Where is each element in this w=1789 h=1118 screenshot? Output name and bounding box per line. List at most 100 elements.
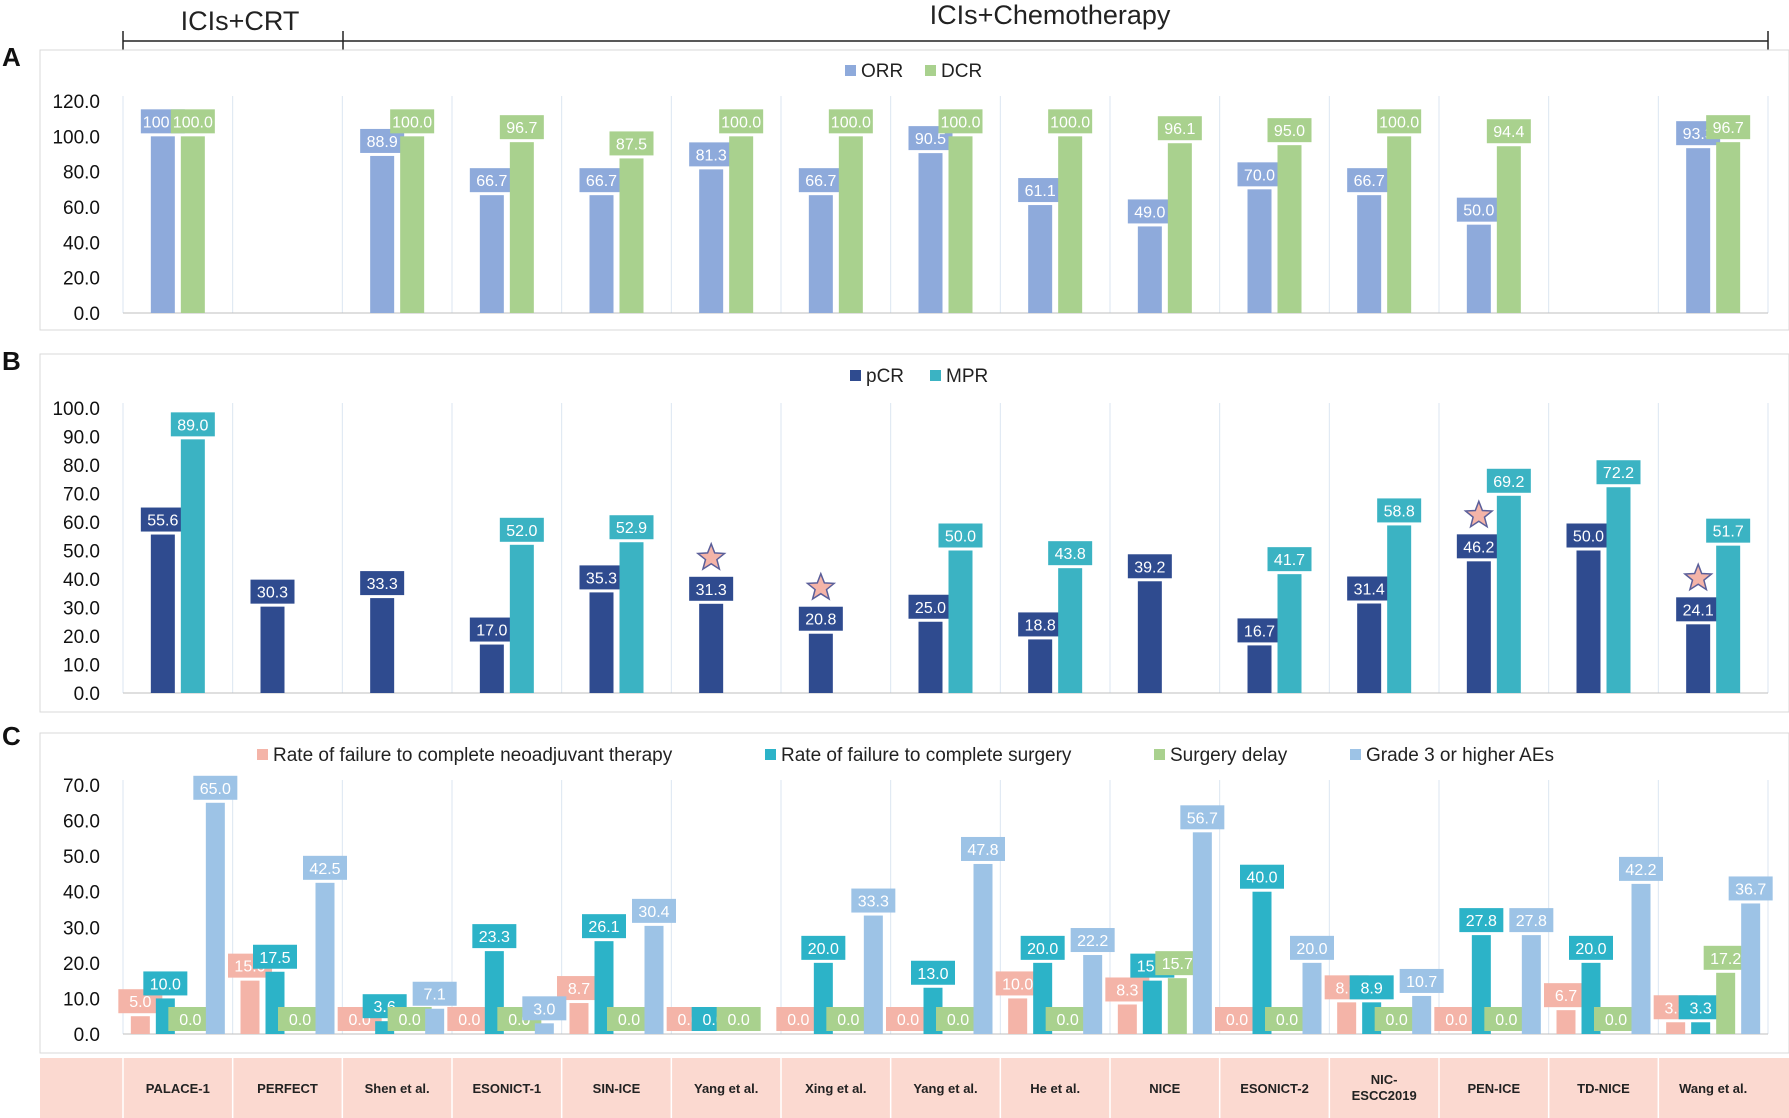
value-label: 66.7 bbox=[476, 173, 507, 190]
value-label-bg bbox=[1215, 1007, 1259, 1031]
value-label: 65.0 bbox=[200, 781, 231, 798]
bar-a bbox=[699, 169, 724, 313]
value-label-bg bbox=[168, 1007, 213, 1031]
value-label: 24.1 bbox=[1683, 602, 1714, 619]
bar-c bbox=[1252, 891, 1272, 1034]
value-label-bg bbox=[1377, 498, 1422, 523]
value-label: 55.6 bbox=[147, 513, 178, 530]
y-tick-label: 80.0 bbox=[63, 163, 100, 184]
study-label: NICE bbox=[1149, 1081, 1180, 1096]
bar-c bbox=[1741, 903, 1761, 1034]
y-tick-label: 30.0 bbox=[63, 918, 100, 939]
value-label: 16.7 bbox=[1244, 623, 1275, 640]
bar-b bbox=[699, 603, 724, 693]
value-label: 50.0 bbox=[1463, 203, 1494, 220]
value-label: 56.7 bbox=[1187, 810, 1218, 827]
bar-a bbox=[948, 136, 973, 313]
y-tick-label: 10.0 bbox=[63, 656, 100, 677]
bar-b bbox=[1387, 525, 1412, 693]
value-label: 0.0 bbox=[179, 1012, 201, 1029]
value-label-bg bbox=[522, 996, 567, 1021]
star-marker-icon bbox=[695, 541, 727, 571]
legend-label: MPR bbox=[946, 366, 988, 387]
value-label: 47.8 bbox=[967, 842, 998, 859]
value-label: 22.2 bbox=[1077, 933, 1108, 950]
value-label-bg bbox=[1434, 1007, 1479, 1031]
legend-label: Rate of failure to complete surgery bbox=[781, 745, 1072, 766]
value-label: 7.1 bbox=[424, 987, 446, 1004]
value-label-bg bbox=[469, 168, 514, 193]
value-label-bg bbox=[1706, 518, 1751, 543]
bar-a bbox=[1167, 143, 1192, 313]
value-label-bg bbox=[170, 109, 215, 134]
value-label: 52.0 bbox=[506, 523, 537, 540]
bar-b bbox=[1686, 624, 1711, 693]
value-label-bg bbox=[1566, 523, 1611, 548]
y-tick-label: 20.0 bbox=[63, 954, 100, 975]
value-label-bg bbox=[1237, 618, 1282, 643]
bar-a bbox=[1387, 136, 1412, 313]
value-label-bg bbox=[303, 855, 347, 880]
value-label-bg bbox=[1070, 928, 1115, 953]
value-label: 100.0 bbox=[392, 114, 432, 131]
value-label: 95.0 bbox=[1274, 123, 1305, 140]
value-label: 0.0 bbox=[837, 1012, 859, 1029]
value-label-bg bbox=[1265, 1007, 1309, 1031]
study-label: ESONICT-2 bbox=[1240, 1081, 1309, 1096]
value-label-bg bbox=[1237, 162, 1282, 187]
value-label: 0.0 bbox=[1386, 1012, 1408, 1029]
value-label-bg bbox=[253, 944, 297, 969]
study-label: Wang et al. bbox=[1679, 1081, 1747, 1096]
value-label-bg bbox=[801, 935, 846, 960]
legend-swatch bbox=[925, 65, 936, 76]
legend-swatch bbox=[765, 749, 776, 760]
bar-c bbox=[1521, 935, 1541, 1034]
bar-c bbox=[1117, 1004, 1137, 1034]
bar-a bbox=[1247, 189, 1272, 313]
value-label-bg bbox=[1349, 975, 1394, 1000]
bar-c bbox=[569, 1003, 589, 1034]
y-tick-label: 60.0 bbox=[63, 513, 100, 534]
value-label-bg bbox=[1374, 1007, 1419, 1031]
value-label: 100.0 bbox=[1379, 114, 1419, 131]
bar-a bbox=[589, 195, 614, 313]
value-label-bg bbox=[719, 109, 764, 134]
value-label: 8.3 bbox=[1116, 982, 1138, 999]
value-label: 66.7 bbox=[586, 173, 617, 190]
value-label-bg bbox=[886, 1007, 930, 1031]
legend-label: Rate of failure to complete neoadjuvant … bbox=[273, 745, 673, 766]
y-tick-label: 60.0 bbox=[63, 198, 100, 219]
value-label: 10.0 bbox=[1002, 976, 1033, 993]
bar-c bbox=[315, 882, 335, 1034]
value-label-bg bbox=[1399, 968, 1444, 993]
value-label: 30.4 bbox=[638, 904, 669, 921]
bar-c bbox=[644, 925, 664, 1034]
y-tick-label: 30.0 bbox=[63, 599, 100, 620]
value-label: 72.2 bbox=[1603, 465, 1634, 482]
bar-c bbox=[1008, 998, 1028, 1034]
value-label-bg bbox=[472, 924, 517, 949]
value-label: 0.0 bbox=[1445, 1012, 1467, 1029]
value-label-bg bbox=[499, 517, 544, 542]
value-label-bg bbox=[1459, 908, 1504, 933]
study-label: PERFECT bbox=[257, 1081, 318, 1096]
value-label-bg bbox=[170, 412, 215, 437]
value-label-bg bbox=[1290, 935, 1334, 960]
bar-c bbox=[1142, 980, 1162, 1034]
value-label-bg bbox=[1544, 983, 1588, 1008]
value-label: 27.8 bbox=[1466, 913, 1497, 930]
value-label-bg bbox=[387, 1007, 432, 1031]
value-label-bg bbox=[911, 960, 955, 985]
bar-a bbox=[729, 136, 754, 313]
value-label: 96.7 bbox=[1713, 120, 1744, 137]
value-label-bg bbox=[776, 1007, 821, 1031]
value-label-bg bbox=[798, 168, 843, 193]
study-label: SIN-ICE bbox=[593, 1081, 641, 1096]
study-label: PALACE-1 bbox=[146, 1081, 210, 1096]
value-label: 0.0 bbox=[1276, 1012, 1298, 1029]
value-label-bg bbox=[1127, 554, 1172, 579]
value-label: 31.4 bbox=[1354, 582, 1385, 599]
value-label-bg bbox=[938, 109, 983, 134]
value-label: 0.0 bbox=[1605, 1012, 1627, 1029]
value-label-bg bbox=[908, 594, 953, 619]
